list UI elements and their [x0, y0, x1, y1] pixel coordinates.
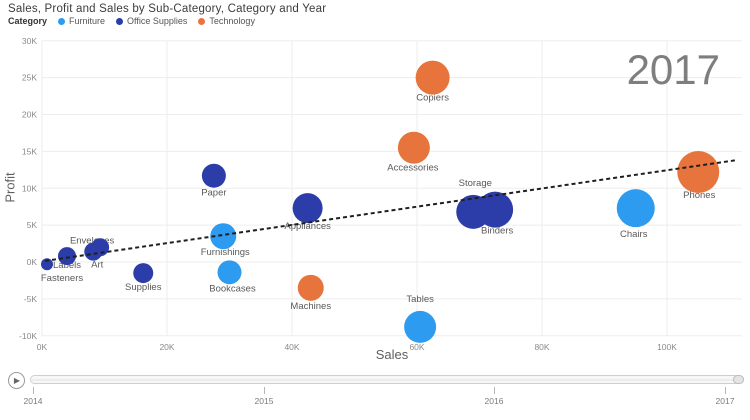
point-label-fasteners: Fasteners — [41, 273, 83, 284]
point-label-envelopes: Envelopes — [70, 235, 115, 246]
x-axis-tick-label: 100K — [657, 342, 677, 352]
point-label-paper: Paper — [201, 188, 226, 199]
bubble-labels[interactable] — [58, 247, 76, 266]
y-axis-tick-label: 25K — [22, 73, 37, 83]
chart-title: Sales, Profit and Sales by Sub-Category,… — [8, 3, 327, 15]
timeline-tick — [725, 387, 726, 394]
bubble-envelopes[interactable] — [91, 238, 110, 257]
y-axis-tick-label: 30K — [22, 36, 37, 46]
x-axis-tick-label: 80K — [534, 342, 549, 352]
timeline-year-label: 2014 — [23, 396, 43, 406]
x-axis-tick-label: 0K — [37, 342, 48, 352]
point-label-art: Art — [91, 260, 104, 271]
bubble-paper[interactable] — [201, 163, 226, 188]
bubble-chairs[interactable] — [616, 189, 655, 228]
timeline-tick — [33, 387, 34, 394]
legend-title: Category — [8, 16, 48, 26]
bubble-phones[interactable] — [677, 151, 720, 194]
y-axis-tick-label: 0K — [27, 257, 38, 267]
bubble-tables[interactable] — [404, 310, 437, 343]
play-button[interactable]: ▶ — [8, 372, 25, 389]
x-axis-tick-label: 60K — [409, 342, 424, 352]
y-axis-tick-label: -10K — [19, 331, 37, 341]
timeline-year-label: 2017 — [715, 396, 735, 406]
x-axis-tick-label: 20K — [159, 342, 174, 352]
point-label-chairs: Chairs — [620, 229, 648, 240]
point-label-copiers: Copiers — [416, 93, 449, 104]
point-label-labels: Labels — [53, 260, 81, 271]
bubble-accessories[interactable] — [397, 131, 430, 164]
year-watermark: 2017 — [626, 46, 720, 93]
legend-item-furniture[interactable]: Furniture — [58, 16, 105, 26]
furniture-dot-icon — [58, 17, 66, 25]
bubble-copiers[interactable] — [415, 60, 450, 95]
timeline-year-label: 2016 — [484, 396, 504, 406]
y-axis-tick-label: 15K — [22, 146, 37, 156]
x-axis-title: Sales — [375, 347, 409, 362]
point-label-bookcases: Bookcases — [209, 283, 256, 294]
bubble-machines[interactable] — [297, 274, 324, 301]
point-label-accessories: Accessories — [387, 163, 438, 174]
legend-item-office-supplies[interactable]: Office Supplies — [116, 16, 187, 26]
timeline-year-label: 2015 — [254, 396, 274, 406]
y-axis-tick-label: -5K — [24, 294, 38, 304]
y-axis-tick-label: 5K — [27, 220, 38, 230]
legend: Category Furniture Office Supplies Techn… — [8, 16, 255, 26]
y-axis-tick-label: 10K — [22, 183, 37, 193]
y-axis-title: Profit — [2, 172, 18, 203]
point-label-appliances: Appliances — [284, 221, 331, 232]
office-supplies-dot-icon — [116, 17, 124, 25]
timeline-tick — [264, 387, 265, 394]
point-label-binders: Binders — [481, 226, 513, 237]
point-label-storage: Storage — [459, 178, 492, 189]
bubble-supplies[interactable] — [133, 263, 154, 284]
point-label-phones: Phones — [683, 190, 715, 201]
point-label-machines: Machines — [290, 301, 331, 312]
point-label-supplies: Supplies — [125, 282, 162, 293]
bubble-furnishings[interactable] — [210, 223, 237, 250]
bubble-bookcases[interactable] — [217, 260, 242, 285]
timeline-track-groove — [32, 379, 742, 381]
technology-dot-icon — [198, 17, 206, 25]
point-label-tables: Tables — [406, 294, 434, 305]
bubble-fasteners[interactable] — [41, 258, 53, 271]
timeline-slider-handle[interactable] — [733, 375, 744, 384]
x-axis-tick-label: 40K — [284, 342, 299, 352]
point-label-furnishings: Furnishings — [201, 247, 250, 258]
timeline-slider-track[interactable] — [30, 375, 744, 384]
bubble-appliances[interactable] — [292, 193, 323, 224]
trend-line — [44, 159, 736, 262]
play-icon: ▶ — [13, 375, 21, 385]
legend-item-technology[interactable]: Technology — [198, 16, 255, 26]
y-axis-tick-label: 20K — [22, 110, 37, 120]
bubble-binders[interactable] — [477, 191, 514, 228]
timeline-tick — [494, 387, 495, 394]
